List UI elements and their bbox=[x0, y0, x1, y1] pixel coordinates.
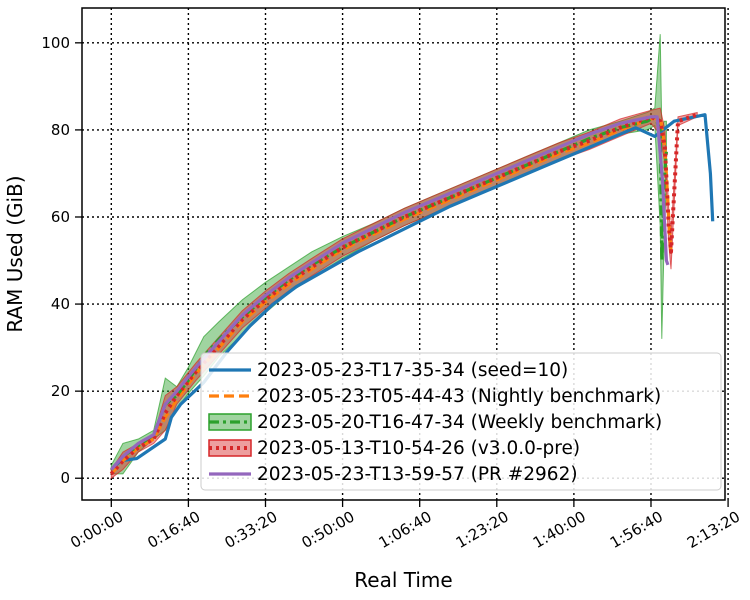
y-axis-label: RAM Used (GiB) bbox=[3, 175, 27, 332]
x-tick-label: 1:40:00 bbox=[530, 507, 589, 552]
legend-label: 2023-05-23-T05-44-43 (Nightly benchmark) bbox=[257, 386, 661, 407]
x-tick-label: 2:13:20 bbox=[684, 507, 743, 552]
x-tick-label: 0:16:40 bbox=[144, 507, 203, 552]
x-tick-label: 0:00:00 bbox=[67, 507, 126, 552]
x-tick-label: 1:56:40 bbox=[607, 507, 666, 552]
series-line bbox=[110, 115, 670, 471]
series-line bbox=[110, 115, 668, 471]
legend-label: 2023-05-20-T16-47-34 (Weekly benchmark) bbox=[257, 412, 662, 433]
x-axis-label: Real Time bbox=[354, 568, 452, 592]
series-line bbox=[110, 115, 673, 475]
legend: 2023-05-23-T17-35-34 (seed=10) 2023-05-23… bbox=[200, 352, 722, 491]
legend-label: 2023-05-13-T10-54-26 (v3.0.0-pre) bbox=[257, 438, 580, 459]
x-tick-label: 0:50:00 bbox=[299, 507, 358, 552]
series-lines bbox=[109, 112, 715, 476]
y-tick-label: 40 bbox=[51, 295, 70, 313]
y-tick-label: 0 bbox=[60, 469, 70, 487]
y-tick-label: 20 bbox=[51, 382, 70, 400]
legend-label: 2023-05-23-T13-59-57 (PR #2962) bbox=[257, 464, 578, 485]
plot-frame bbox=[81, 7, 726, 501]
legend-box bbox=[200, 352, 722, 491]
x-tick-label: 1:06:40 bbox=[376, 507, 435, 552]
y-tick-label: 80 bbox=[51, 121, 70, 139]
y-tick-label: 100 bbox=[41, 34, 70, 52]
legend-label: 2023-05-23-T17-35-34 (seed=10) bbox=[257, 360, 568, 381]
y-tick-label: 60 bbox=[51, 208, 70, 226]
x-tick-label: 0:33:20 bbox=[221, 507, 280, 552]
x-tick-label: 1:23:20 bbox=[453, 507, 512, 552]
series-line bbox=[110, 113, 715, 471]
